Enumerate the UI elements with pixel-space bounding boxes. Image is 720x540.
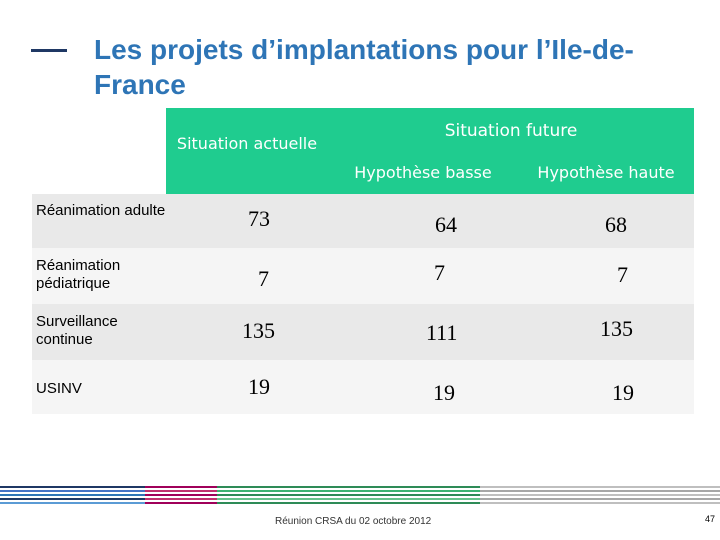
header-low-hypothesis: Hypothèse basse bbox=[354, 163, 492, 182]
title-accent-line bbox=[31, 49, 67, 52]
value-high: 68 bbox=[605, 212, 627, 237]
value-high: 135 bbox=[600, 316, 633, 341]
header-future-label: Situation future bbox=[444, 121, 578, 141]
table-row: Réanimation adulte 73 64 68 bbox=[32, 194, 694, 248]
value-low: 7 bbox=[434, 260, 445, 285]
footer-decorative-stripes bbox=[0, 486, 720, 504]
header-current-situation: Situation actuelle bbox=[166, 108, 328, 194]
value-current: 19 bbox=[248, 374, 270, 399]
table-row: Réanimation pédiatrique 7 7 7 bbox=[32, 248, 694, 304]
value-high: 19 bbox=[612, 380, 634, 405]
header-current-label: Situation actuelle bbox=[176, 134, 318, 153]
value-low: 19 bbox=[433, 380, 455, 405]
value-current: 7 bbox=[258, 266, 269, 291]
footer-text: Réunion CRSA du 02 octobre 2012 bbox=[275, 516, 432, 527]
value-low: 111 bbox=[426, 320, 458, 345]
row-label: Réanimation pédiatrique bbox=[36, 257, 121, 292]
table-row: USINV 19 19 19 bbox=[32, 360, 694, 414]
row-label: Réanimation adulte bbox=[36, 202, 166, 219]
row-label: Surveillance continue bbox=[36, 313, 118, 348]
page-number: 47 bbox=[705, 514, 716, 524]
header-future-situation: Situation future Hypothèse basse Hypothè… bbox=[328, 108, 694, 194]
header-high-hypothesis: Hypothèse haute bbox=[537, 163, 675, 182]
table-row: Surveillance continue 135 111 135 bbox=[32, 304, 694, 360]
value-low: 64 bbox=[435, 212, 457, 237]
slide-title: Les projets d’implantations pour l’Ile-d… bbox=[94, 34, 634, 100]
value-high: 7 bbox=[617, 262, 628, 287]
value-current: 135 bbox=[242, 318, 275, 343]
value-current: 73 bbox=[248, 206, 270, 231]
row-label: USINV bbox=[36, 380, 82, 397]
